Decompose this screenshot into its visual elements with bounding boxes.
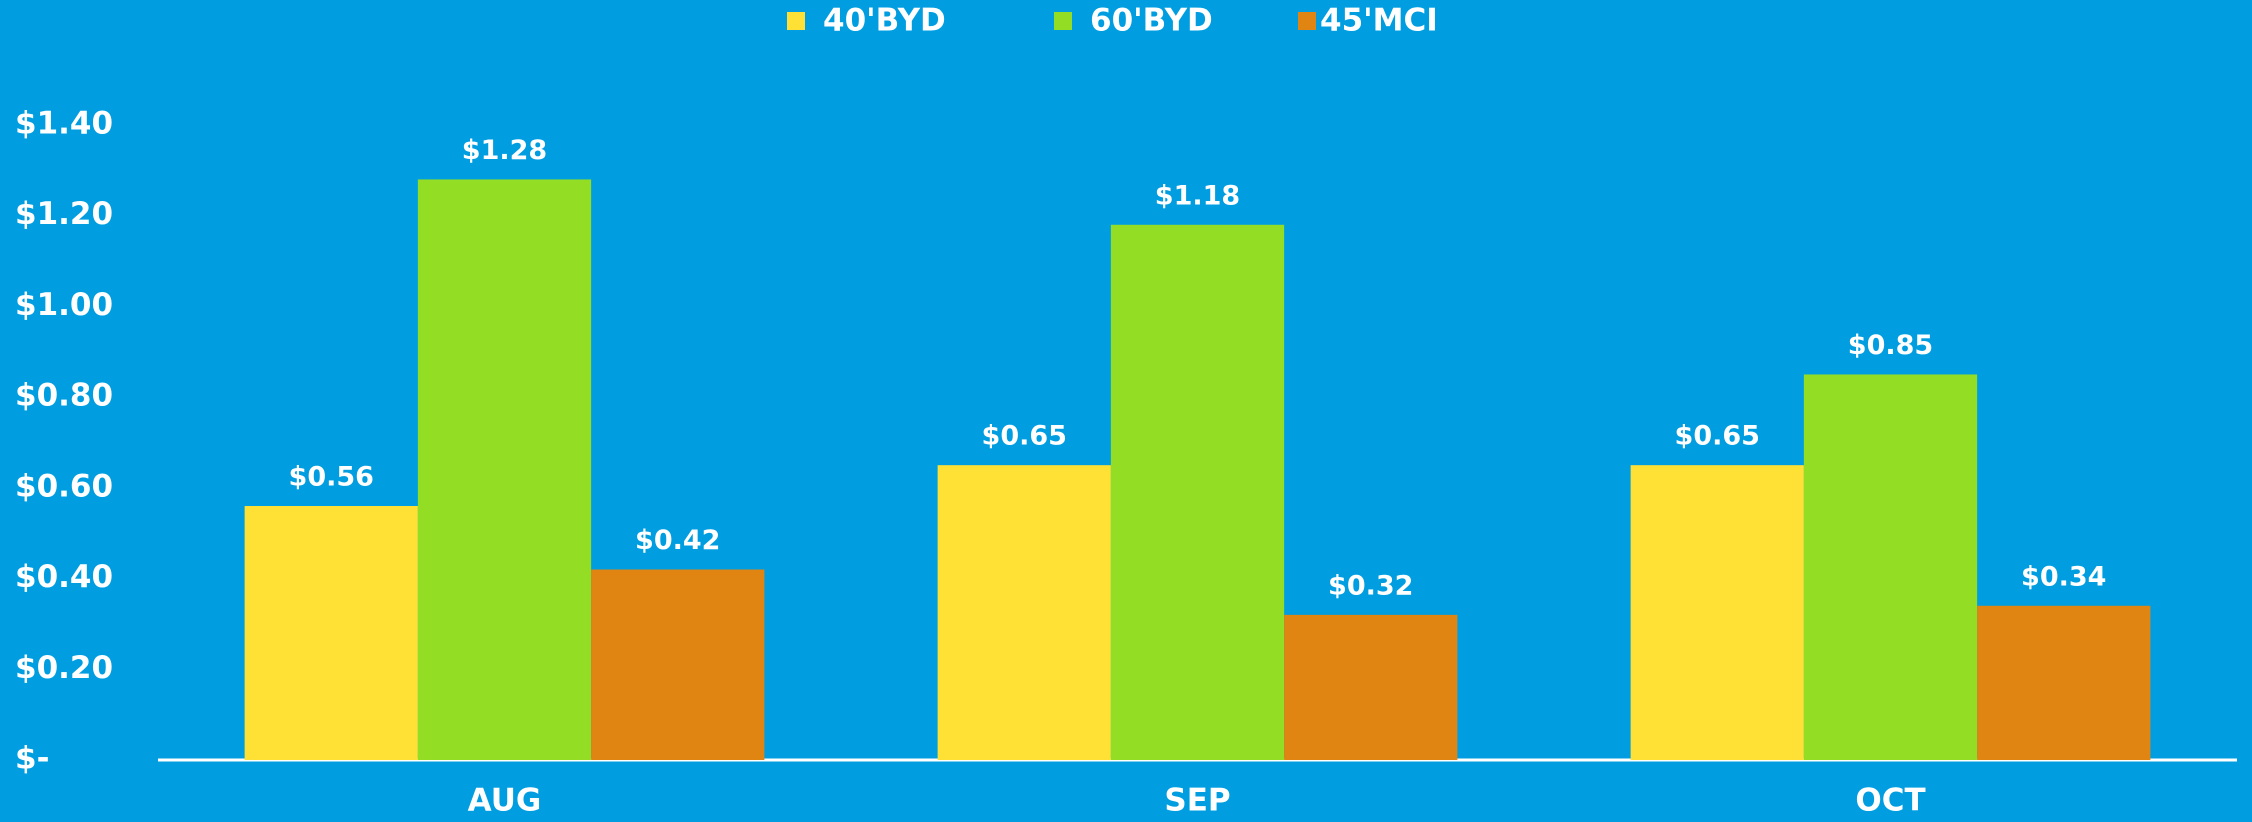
bar bbox=[1284, 614, 1458, 760]
y-tick-label: $0.60 bbox=[15, 468, 113, 504]
bar bbox=[591, 569, 765, 760]
legend-label: 45'MCI bbox=[1320, 3, 1438, 39]
y-tick-label: $- bbox=[15, 741, 49, 777]
data-label: $0.42 bbox=[635, 525, 720, 556]
data-label: $0.85 bbox=[1848, 330, 1933, 361]
y-tick-label: $0.80 bbox=[15, 378, 113, 414]
legend-swatch bbox=[787, 12, 805, 30]
bar bbox=[1803, 374, 1978, 760]
bar bbox=[1630, 465, 1804, 760]
y-tick-label: $0.40 bbox=[15, 559, 113, 595]
bar bbox=[937, 465, 1111, 760]
bar bbox=[1110, 224, 1285, 761]
y-tick-label: $1.20 bbox=[15, 196, 113, 232]
data-label: $0.65 bbox=[1675, 421, 1760, 452]
bar bbox=[1977, 605, 2151, 760]
bar bbox=[244, 506, 418, 760]
legend-label: 60'BYD bbox=[1090, 3, 1213, 39]
y-tick-label: $0.20 bbox=[15, 650, 113, 686]
y-tick-label: $1.40 bbox=[15, 106, 113, 142]
x-tick-label: AUG bbox=[468, 783, 542, 819]
y-tick-label: $1.00 bbox=[15, 287, 113, 323]
data-label: $1.18 bbox=[1155, 180, 1240, 211]
data-label: $0.56 bbox=[289, 462, 374, 493]
bar bbox=[417, 179, 592, 760]
data-label: $0.32 bbox=[1328, 570, 1413, 601]
x-tick-label: SEP bbox=[1164, 783, 1230, 819]
data-label: $0.34 bbox=[2021, 561, 2106, 592]
x-tick-label: OCT bbox=[1855, 783, 1925, 819]
legend-swatch bbox=[1054, 12, 1072, 30]
data-label: $0.65 bbox=[982, 421, 1067, 452]
data-label: $1.28 bbox=[462, 135, 547, 166]
legend-label: 40'BYD bbox=[823, 3, 946, 39]
legend-swatch bbox=[1298, 12, 1316, 30]
